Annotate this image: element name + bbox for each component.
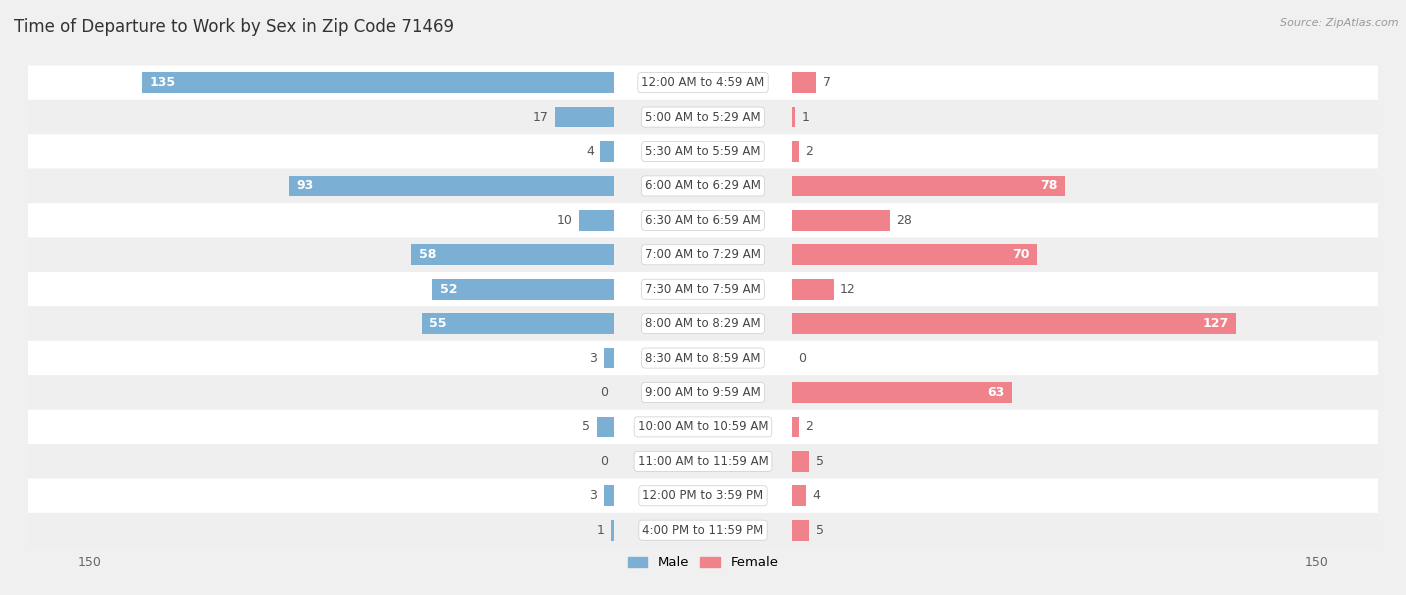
Bar: [554, 107, 614, 127]
Bar: [610, 520, 614, 540]
Text: 8:00 AM to 8:29 AM: 8:00 AM to 8:29 AM: [645, 317, 761, 330]
Text: 10:00 AM to 10:59 AM: 10:00 AM to 10:59 AM: [638, 421, 768, 433]
FancyBboxPatch shape: [0, 203, 1406, 237]
FancyBboxPatch shape: [0, 375, 1406, 410]
Bar: [792, 451, 810, 472]
Bar: [792, 382, 1012, 403]
Text: 135: 135: [149, 76, 176, 89]
Text: 4: 4: [586, 145, 593, 158]
Bar: [792, 279, 834, 299]
FancyBboxPatch shape: [0, 444, 1406, 478]
Text: 7: 7: [823, 76, 831, 89]
Bar: [422, 314, 614, 334]
Text: 28: 28: [896, 214, 912, 227]
Bar: [792, 314, 1236, 334]
FancyBboxPatch shape: [0, 134, 1406, 169]
Bar: [792, 245, 1036, 265]
Text: 52: 52: [440, 283, 457, 296]
FancyBboxPatch shape: [0, 478, 1406, 513]
Text: 5:30 AM to 5:59 AM: 5:30 AM to 5:59 AM: [645, 145, 761, 158]
Bar: [603, 347, 614, 368]
Text: 70: 70: [1012, 248, 1029, 261]
Bar: [792, 520, 810, 540]
Bar: [792, 210, 890, 231]
Text: 0: 0: [600, 386, 607, 399]
Text: 0: 0: [600, 455, 607, 468]
Text: 11:00 AM to 11:59 AM: 11:00 AM to 11:59 AM: [638, 455, 768, 468]
Bar: [596, 416, 614, 437]
Text: 4:00 PM to 11:59 PM: 4:00 PM to 11:59 PM: [643, 524, 763, 537]
Text: 12:00 AM to 4:59 AM: 12:00 AM to 4:59 AM: [641, 76, 765, 89]
FancyBboxPatch shape: [0, 169, 1406, 203]
Text: 4: 4: [813, 489, 820, 502]
Text: 2: 2: [806, 421, 813, 433]
Text: 58: 58: [419, 248, 436, 261]
Bar: [792, 486, 806, 506]
Text: 5: 5: [815, 524, 824, 537]
Text: 6:00 AM to 6:29 AM: 6:00 AM to 6:29 AM: [645, 180, 761, 192]
Text: 12: 12: [839, 283, 856, 296]
Text: 9:00 AM to 9:59 AM: 9:00 AM to 9:59 AM: [645, 386, 761, 399]
Bar: [288, 176, 614, 196]
Text: 1: 1: [801, 111, 810, 124]
Text: 5:00 AM to 5:29 AM: 5:00 AM to 5:29 AM: [645, 111, 761, 124]
FancyBboxPatch shape: [0, 272, 1406, 306]
Bar: [600, 141, 614, 162]
Text: 8:30 AM to 8:59 AM: 8:30 AM to 8:59 AM: [645, 352, 761, 365]
Bar: [603, 486, 614, 506]
Bar: [792, 107, 796, 127]
Bar: [579, 210, 614, 231]
Text: 2: 2: [806, 145, 813, 158]
FancyBboxPatch shape: [0, 410, 1406, 444]
Text: 7:00 AM to 7:29 AM: 7:00 AM to 7:29 AM: [645, 248, 761, 261]
FancyBboxPatch shape: [0, 65, 1406, 100]
Text: 12:00 PM to 3:59 PM: 12:00 PM to 3:59 PM: [643, 489, 763, 502]
FancyBboxPatch shape: [0, 100, 1406, 134]
Bar: [792, 141, 799, 162]
Bar: [792, 176, 1064, 196]
Text: 5: 5: [582, 421, 591, 433]
Bar: [792, 416, 799, 437]
Text: 55: 55: [429, 317, 447, 330]
Text: 5: 5: [815, 455, 824, 468]
FancyBboxPatch shape: [0, 237, 1406, 272]
Text: 78: 78: [1040, 180, 1057, 192]
Bar: [792, 73, 817, 93]
Text: 7:30 AM to 7:59 AM: 7:30 AM to 7:59 AM: [645, 283, 761, 296]
Text: 3: 3: [589, 489, 598, 502]
FancyBboxPatch shape: [0, 306, 1406, 341]
Text: Source: ZipAtlas.com: Source: ZipAtlas.com: [1281, 18, 1399, 28]
Text: 10: 10: [557, 214, 572, 227]
Text: 63: 63: [987, 386, 1005, 399]
FancyBboxPatch shape: [0, 341, 1406, 375]
Bar: [411, 245, 614, 265]
Text: 3: 3: [589, 352, 598, 365]
Text: 0: 0: [799, 352, 806, 365]
Text: 127: 127: [1202, 317, 1229, 330]
Text: 17: 17: [533, 111, 548, 124]
Bar: [142, 73, 614, 93]
Text: 1: 1: [596, 524, 605, 537]
Bar: [432, 279, 614, 299]
Legend: Male, Female: Male, Female: [623, 551, 783, 575]
Text: 93: 93: [297, 180, 314, 192]
FancyBboxPatch shape: [0, 513, 1406, 547]
Text: 6:30 AM to 6:59 AM: 6:30 AM to 6:59 AM: [645, 214, 761, 227]
Text: Time of Departure to Work by Sex in Zip Code 71469: Time of Departure to Work by Sex in Zip …: [14, 18, 454, 36]
